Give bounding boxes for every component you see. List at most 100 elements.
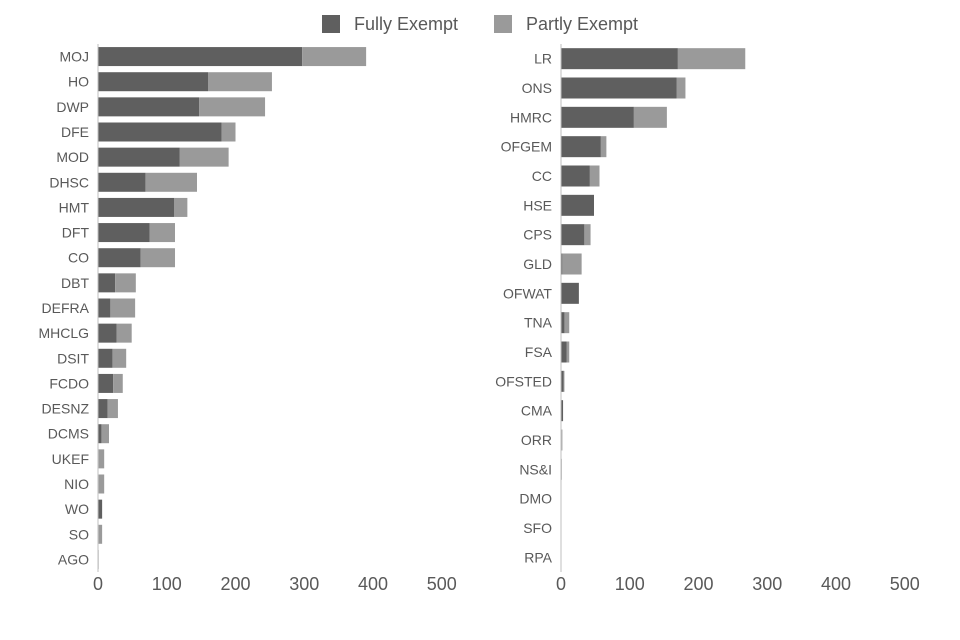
right-category-label: CC (532, 168, 552, 184)
legend-swatch-fully (322, 15, 340, 33)
right-x-tick-label: 100 (615, 574, 645, 594)
left-bar-fully (98, 424, 102, 444)
right-category-label: HSE (523, 197, 552, 213)
left-bar-fully (98, 273, 116, 293)
right-bar-fully (561, 341, 567, 363)
right-bar-fully (561, 253, 563, 275)
right-bar-partly (589, 165, 600, 187)
right-bar-fully (561, 77, 677, 99)
right-bar-partly (561, 429, 563, 451)
left-bar-fully (98, 172, 146, 192)
right-bar-partly (633, 106, 667, 128)
left-category-label: DBT (61, 275, 89, 291)
left-bar-fully (98, 298, 111, 318)
left-bar-fully (98, 97, 200, 117)
left-bar-partly (115, 273, 136, 293)
right-bar-fully (561, 312, 565, 334)
right-category-label: CMA (521, 403, 553, 419)
right-category-label: DMO (519, 491, 552, 507)
right-bar-fully (561, 194, 594, 216)
left-category-label: SO (69, 526, 89, 542)
right-bar-fully (561, 165, 590, 187)
left-bar-partly (140, 248, 176, 268)
left-bar-partly (98, 474, 105, 494)
right-bar-fully (561, 400, 564, 422)
left-bar-partly (101, 424, 109, 444)
legend-label-fully: Fully Exempt (354, 14, 458, 34)
left-category-label: HO (68, 74, 89, 90)
left-category-label: FCDO (49, 375, 89, 391)
left-category-label: DCMS (48, 426, 89, 442)
left-bar-partly (179, 147, 229, 167)
right-bar-partly (677, 48, 746, 70)
right-bar-partly (564, 312, 570, 334)
left-bar-partly (149, 223, 175, 243)
right-category-label: OFWAT (503, 285, 552, 301)
left-bar-fully (98, 223, 150, 243)
left-category-label: AGO (58, 551, 89, 567)
left-bar-partly (221, 122, 236, 142)
left-bar-partly (110, 298, 136, 318)
left-category-label: MOD (56, 149, 89, 165)
right-bar-fully (561, 370, 564, 392)
right-bar-fully (561, 106, 634, 128)
right-bar-fully (561, 136, 601, 158)
right-category-label: HMRC (510, 109, 552, 125)
right-bar-partly (600, 136, 607, 158)
right-category-label: TNA (524, 315, 553, 331)
left-category-label: UKEF (52, 451, 89, 467)
right-category-label: ORR (521, 432, 552, 448)
left-bar-fully (98, 122, 222, 142)
left-category-label: MOJ (59, 49, 89, 65)
right-bar-partly (566, 341, 570, 363)
right-bar-partly (584, 224, 591, 246)
right-bar-partly (676, 77, 686, 99)
left-category-label: DFT (62, 225, 90, 241)
left-x-tick-label: 200 (220, 574, 250, 594)
left-bar-partly (174, 197, 188, 217)
right-x-tick-label: 300 (752, 574, 782, 594)
right-category-label: OFGEM (501, 139, 552, 155)
right-category-label: CPS (523, 227, 552, 243)
left-bar-partly (98, 524, 103, 544)
left-category-label: HMT (59, 199, 90, 215)
right-bar-partly (563, 370, 565, 392)
left-bar-partly (145, 172, 197, 192)
right-bar-fully (561, 48, 678, 70)
left-bar-fully (98, 248, 141, 268)
left-bar-fully (98, 323, 117, 343)
left-category-label: DESNZ (42, 401, 90, 417)
right-x-tick-label: 0 (556, 574, 566, 594)
left-category-label: DFE (61, 124, 89, 140)
left-bar-partly (302, 47, 367, 67)
left-category-label: NIO (64, 476, 89, 492)
left-bar-partly (208, 72, 272, 92)
right-x-tick-label: 200 (683, 574, 713, 594)
right-category-label: RPA (524, 549, 552, 565)
left-panel: MOJ HO DWP DFE MOD DHSC HMT DFT CO DBT DEFRA MHCLG D… (38, 44, 457, 594)
right-bar-partly (562, 253, 582, 275)
legend-swatch-partly (494, 15, 512, 33)
left-bar-fully (98, 147, 180, 167)
left-bar-fully (98, 72, 208, 92)
left-x-tick-label: 500 (427, 574, 457, 594)
left-category-label: WO (65, 501, 89, 517)
left-bar-partly (107, 399, 118, 419)
left-bar-partly (199, 97, 266, 117)
left-bar-partly (98, 449, 105, 469)
legend-label-partly: Partly Exempt (526, 14, 638, 34)
right-x-tick-label: 400 (821, 574, 851, 594)
left-x-tick-label: 0 (93, 574, 103, 594)
right-category-label: LR (534, 51, 552, 67)
left-category-label: DHSC (49, 174, 89, 190)
left-bar-fully (98, 499, 103, 519)
right-bar-fully (561, 282, 579, 304)
left-x-tick-label: 400 (358, 574, 388, 594)
left-category-label: CO (68, 250, 89, 266)
left-category-label: MHCLG (38, 325, 89, 341)
legend: Fully Exempt Partly Exempt (322, 14, 638, 34)
right-panel: LR ONS HMRC OFGEM CC HSE CPS GLD OFWAT TNA FSA OFST… (495, 44, 920, 594)
right-category-label: GLD (523, 256, 552, 272)
